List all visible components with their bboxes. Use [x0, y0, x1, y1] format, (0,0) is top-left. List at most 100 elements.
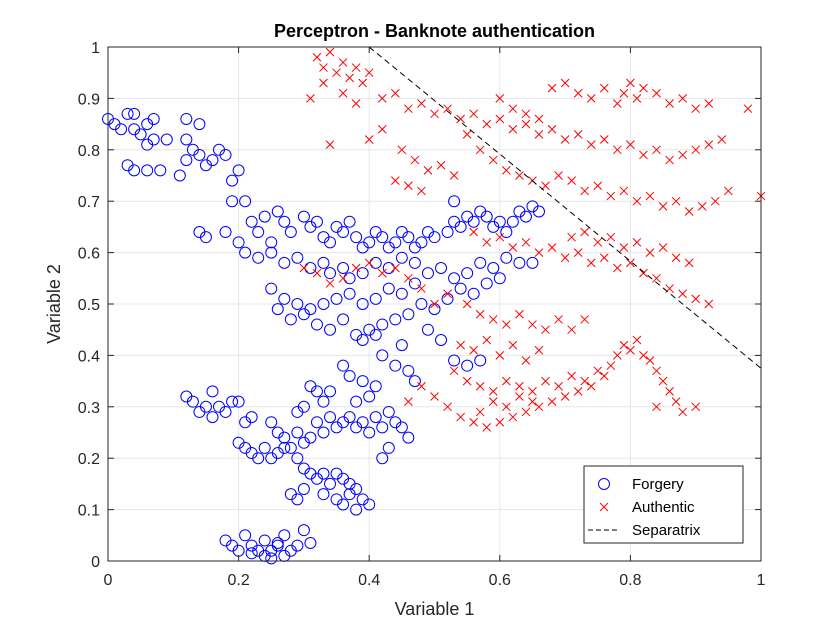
authentic-point	[599, 135, 609, 144]
forgery-point	[297, 524, 310, 537]
forgery-point	[297, 210, 310, 223]
forgery-point	[408, 375, 421, 388]
authentic-point	[521, 407, 531, 417]
authentic-point	[541, 181, 550, 191]
forgery-point	[291, 426, 304, 439]
forgery-point	[337, 226, 350, 239]
authentic-point	[573, 248, 583, 257]
forgery-point	[356, 298, 369, 310]
forgery-point	[363, 426, 376, 439]
chart-title: Perceptron - Banknote authentication	[274, 21, 595, 41]
forgery-point	[265, 282, 278, 295]
authentic-point	[482, 423, 492, 432]
forgery-point	[180, 112, 193, 125]
forgery-point	[493, 215, 506, 228]
authentic-point	[449, 366, 459, 376]
authentic-point	[632, 237, 642, 247]
forgery-point	[402, 231, 415, 244]
authentic-point	[619, 243, 629, 252]
authentic-point	[351, 99, 361, 108]
authentic-point	[508, 243, 518, 252]
authentic-point	[612, 263, 622, 273]
authentic-point	[377, 124, 387, 134]
forgery-point	[337, 498, 350, 511]
forgery-point	[310, 416, 323, 429]
authentic-point	[652, 402, 661, 412]
authentic-point	[554, 381, 563, 391]
authentic-point	[443, 289, 452, 299]
authentic-point	[586, 381, 596, 391]
forgery-point	[474, 256, 487, 269]
authentic-point	[645, 248, 655, 257]
x-tick-label: 0.2	[227, 572, 249, 589]
authentic-point	[515, 171, 524, 180]
authentic-point	[312, 52, 322, 62]
forgery-point	[310, 215, 323, 228]
authentic-point	[332, 68, 341, 78]
authentic-point	[495, 232, 505, 242]
authentic-point	[678, 289, 687, 299]
authentic-point	[639, 150, 648, 160]
authentic-point	[521, 356, 531, 365]
forgery-point	[330, 421, 343, 434]
authentic-point	[593, 237, 603, 247]
authentic-point	[404, 104, 413, 114]
authentic-point	[495, 114, 505, 124]
forgery-point	[526, 256, 539, 269]
forgery-point	[278, 215, 291, 228]
authentic-point	[671, 397, 681, 407]
forgery-point	[199, 231, 212, 244]
forgery-point	[147, 112, 160, 125]
forgery-point	[304, 262, 317, 275]
forgery-point	[350, 395, 363, 408]
authentic-point	[364, 135, 374, 144]
authentic-point	[684, 258, 694, 268]
authentic-point	[717, 135, 727, 144]
authentic-point	[652, 366, 661, 376]
forgery-point	[474, 354, 487, 367]
forgery-point	[226, 195, 239, 208]
separatrix-line	[368, 46, 762, 369]
authentic-point	[573, 130, 583, 139]
y-tick-label: 1	[91, 40, 100, 57]
authentic-point	[554, 315, 563, 324]
authentic-point	[573, 88, 583, 98]
authentic-point	[567, 176, 576, 185]
authentic-point	[475, 407, 485, 417]
authentic-point	[606, 191, 616, 201]
authentic-point	[652, 145, 661, 155]
forgery-point	[343, 215, 356, 228]
authentic-point	[521, 119, 531, 129]
authentic-point	[319, 63, 328, 72]
authentic-point	[410, 155, 420, 165]
legend-box	[583, 465, 744, 544]
authentic-point	[534, 248, 544, 257]
x-tick-label: 0.4	[358, 572, 380, 589]
forgery-point	[395, 339, 408, 352]
authentic-point	[469, 227, 479, 237]
forgery-point	[408, 277, 421, 290]
forgery-point	[317, 298, 330, 310]
authentic-point	[639, 351, 648, 360]
authentic-point	[430, 392, 439, 401]
authentic-point	[462, 130, 472, 139]
authentic-point	[508, 340, 518, 350]
forgery-point	[258, 441, 271, 454]
authentic-point	[665, 99, 674, 108]
x-axis-label: Variable 1	[395, 599, 475, 619]
forgery-point	[395, 421, 408, 434]
forgery-point	[265, 552, 278, 565]
forgery-point	[265, 452, 278, 465]
forgery-point	[219, 226, 232, 239]
authentic-point	[665, 387, 674, 396]
authentic-point	[436, 160, 446, 170]
authentic-point	[364, 68, 374, 78]
authentic-point	[488, 315, 498, 324]
authentic-point	[358, 78, 368, 88]
forgery-point	[519, 210, 532, 223]
authentic-point	[612, 145, 622, 155]
forgery-point	[173, 169, 186, 182]
forgery-point	[239, 529, 252, 542]
authentic-point	[639, 83, 648, 93]
